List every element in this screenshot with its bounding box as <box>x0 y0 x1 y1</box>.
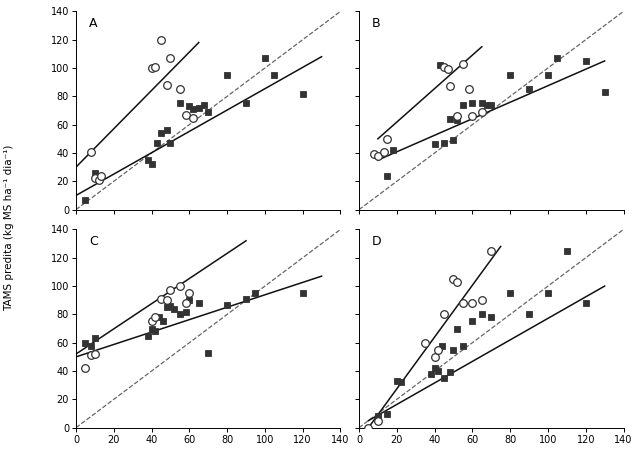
Text: C: C <box>89 235 98 248</box>
Text: TAMS predita (kg MS ha⁻¹ dia⁻¹): TAMS predita (kg MS ha⁻¹ dia⁻¹) <box>4 144 15 311</box>
Text: D: D <box>372 235 382 248</box>
Text: A: A <box>89 17 97 30</box>
Text: B: B <box>372 17 381 30</box>
